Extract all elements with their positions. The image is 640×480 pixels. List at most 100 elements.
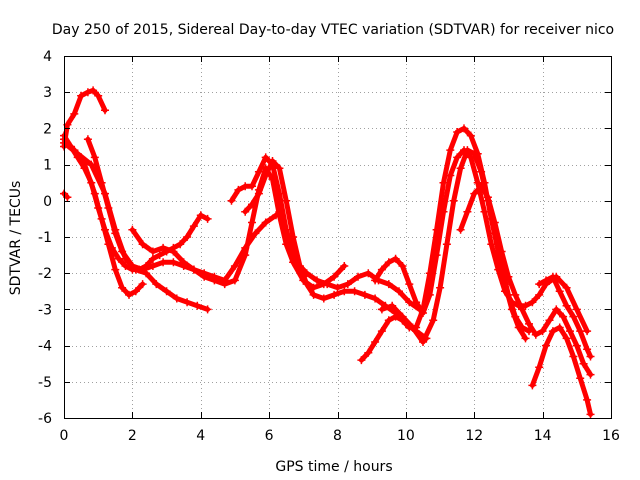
data-point (169, 247, 178, 256)
y-tick-label: -3 (38, 302, 52, 318)
x-tick-label: 14 (534, 428, 552, 444)
data-point (583, 345, 592, 354)
data-point (566, 327, 574, 336)
data-point (453, 153, 462, 162)
data-point (384, 316, 393, 325)
data-point (542, 341, 550, 350)
data-point (429, 316, 438, 325)
data-point (583, 395, 592, 404)
data-point (148, 247, 157, 256)
data-point (562, 301, 571, 310)
data-point (97, 178, 106, 187)
data-point (251, 229, 260, 238)
data-point (477, 182, 486, 191)
data-point (456, 225, 465, 234)
data-point (220, 280, 229, 289)
y-tick-label: -1 (38, 230, 52, 246)
data-point (138, 280, 147, 289)
data-point (87, 160, 96, 169)
data-point (548, 327, 557, 336)
data-point (377, 265, 386, 274)
data-point (343, 280, 352, 289)
series-trace (458, 183, 593, 378)
data-point (412, 298, 421, 307)
data-point (535, 280, 544, 289)
data-point (586, 370, 595, 379)
data-point (125, 290, 133, 299)
data-point (586, 352, 595, 361)
series-trace (379, 147, 532, 345)
data-point (446, 146, 455, 155)
x-tick-labels: 0 2 4 6 8 10 12 14 16 (60, 428, 620, 444)
data-point (138, 240, 147, 249)
data-point (193, 301, 202, 310)
data-point (384, 280, 393, 289)
series-trace (529, 325, 593, 417)
data-point (371, 276, 380, 285)
data-point (295, 262, 304, 270)
data-point (388, 301, 397, 310)
data-point (118, 247, 127, 256)
data-point (583, 327, 592, 336)
data-point (241, 207, 250, 216)
data-point (183, 298, 192, 307)
data-point (463, 207, 472, 216)
data-point (535, 290, 544, 299)
data-point (504, 272, 513, 281)
data-point (480, 207, 489, 216)
data-point (289, 233, 298, 241)
data-point (97, 214, 106, 223)
data-point (357, 356, 366, 365)
data-point (70, 109, 79, 118)
x-tick-label: 6 (265, 428, 274, 444)
data-point (89, 86, 98, 95)
data-point (131, 287, 140, 296)
data-point (364, 269, 373, 278)
data-point (453, 128, 462, 136)
y-tick-label: 0 (43, 194, 52, 210)
data-point (504, 290, 513, 299)
data-point (118, 283, 127, 292)
data-point (340, 287, 349, 296)
data-point (377, 305, 386, 314)
data-point (83, 135, 92, 144)
data-point (83, 88, 92, 97)
y-tick-label: 1 (43, 158, 52, 174)
data-point (579, 359, 588, 368)
data-point (572, 341, 581, 350)
y-tick-label: 2 (43, 121, 52, 137)
data-point (511, 290, 520, 299)
data-point (456, 164, 465, 173)
data-point (432, 251, 441, 260)
data-point (405, 298, 414, 307)
data-point (340, 262, 349, 270)
data-point (241, 182, 250, 191)
data-point (487, 240, 496, 249)
data-point (230, 276, 239, 285)
data-point (138, 265, 147, 274)
data-point (333, 283, 342, 292)
data-point (313, 276, 321, 285)
x-axis-label: GPS time / hours (275, 459, 392, 475)
data-point (419, 338, 427, 346)
y-tick-label: 3 (43, 85, 52, 101)
data-point (196, 211, 205, 220)
series-sat-4 (60, 135, 147, 299)
data-point (555, 323, 564, 332)
data-point (528, 298, 537, 307)
series-sat-15 (535, 272, 595, 361)
data-point (460, 124, 468, 133)
data-point (371, 338, 380, 346)
data-point (227, 196, 236, 205)
grid (64, 56, 611, 418)
data-point (535, 363, 544, 372)
x-tick-label: 8 (333, 428, 342, 444)
data-point (408, 323, 417, 332)
data-series (60, 86, 595, 419)
data-point (203, 305, 212, 314)
data-point (159, 258, 168, 267)
data-point (241, 251, 250, 260)
x-tick-label: 16 (602, 428, 620, 444)
series-sat-12 (377, 146, 533, 346)
series-sat-3 (60, 131, 212, 274)
